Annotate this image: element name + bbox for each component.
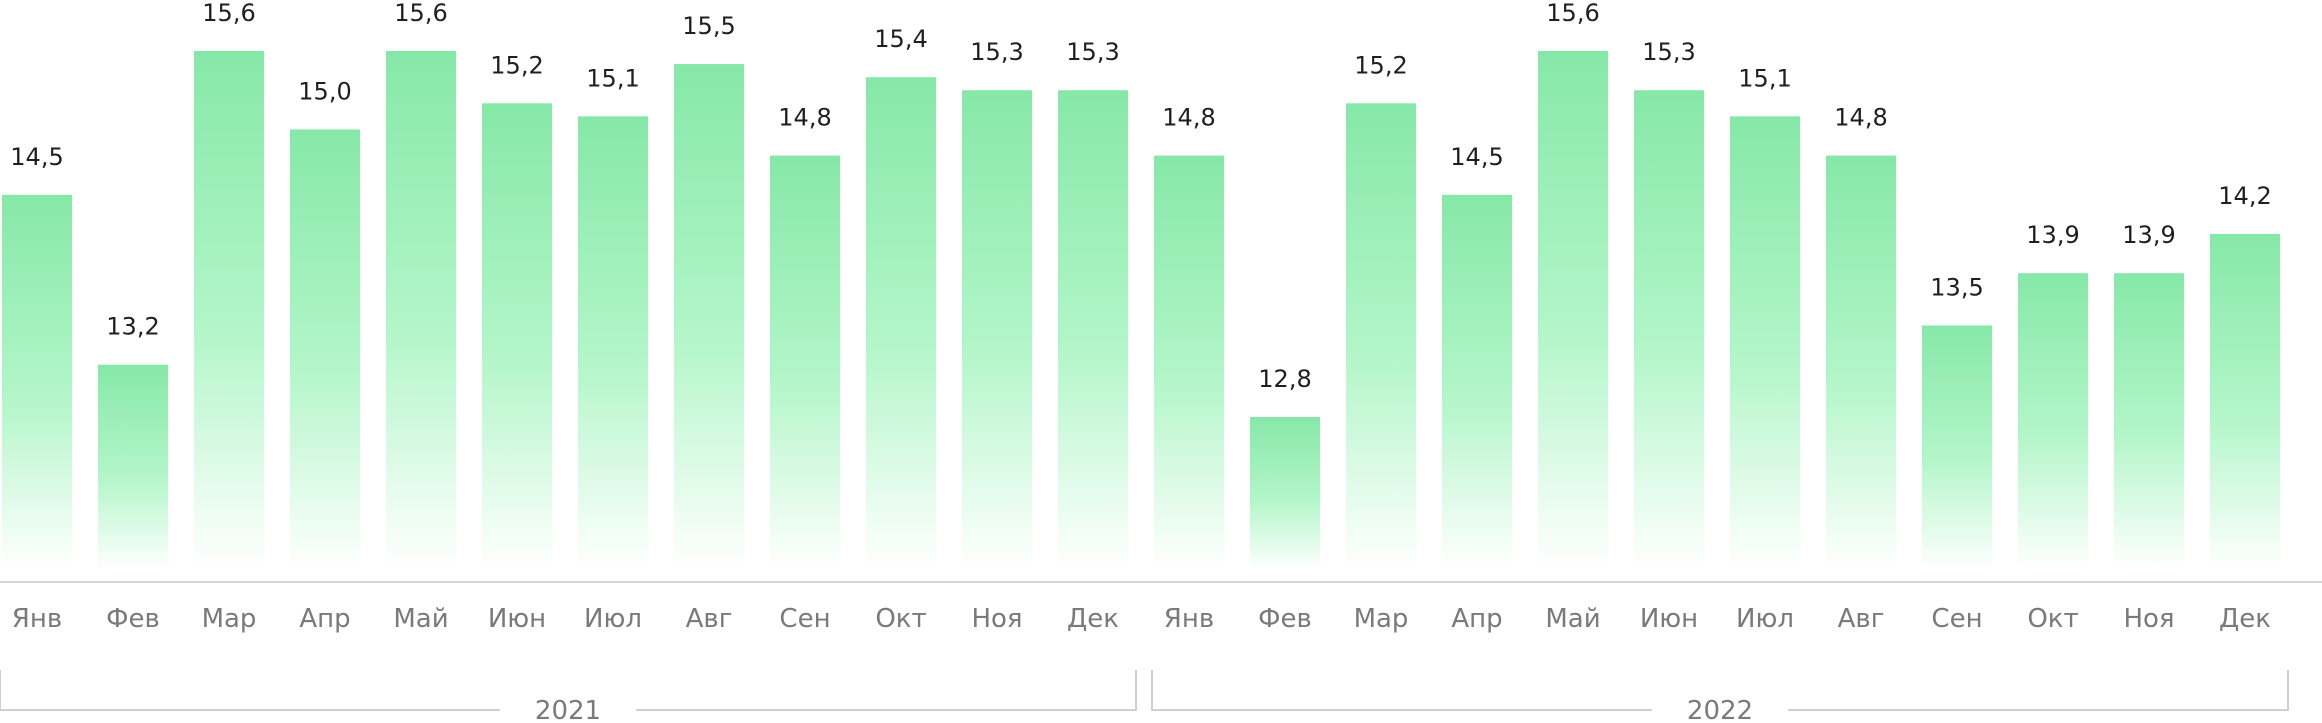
x-tick-label: Май [393,604,448,634]
data-label: 15,6 [202,0,255,27]
bar [1058,90,1128,570]
data-label: 13,2 [106,313,159,341]
x-tick-label: Окт [875,604,926,634]
bar [482,103,552,571]
data-label: 15,3 [1066,38,1119,66]
data-label: 15,6 [1546,0,1599,27]
x-tick-label: Сен [1931,604,1982,634]
bar [98,364,168,570]
x-tick-label: Фев [1258,604,1312,634]
x-tick-label: Дек [1067,604,1119,634]
x-tick-label: Апр [299,604,350,634]
data-label: 14,8 [778,104,831,132]
bar [866,77,936,571]
bar [962,90,1032,570]
x-tick-label: Апр [1451,604,1502,634]
bar [194,51,264,570]
x-tick-label: Июн [488,604,546,634]
x-tick-label: Июл [584,604,642,634]
data-label: 14,5 [10,143,63,171]
data-label: 14,8 [1834,104,1887,132]
year-group-label: 2021 [535,696,601,723]
data-label: 15,1 [586,64,639,92]
x-tick-label: Окт [2027,604,2078,634]
data-label: 14,2 [2218,182,2271,210]
x-tick-label: Янв [1164,604,1214,634]
data-label: 15,4 [874,25,927,53]
bars-layer [2,51,2280,571]
data-label: 15,1 [1738,64,1791,92]
data-label: 14,8 [1162,104,1215,132]
year-groups-layer: 2021 2022 [0,670,2289,723]
x-tick-label: Июл [1736,604,1794,634]
bar [770,155,840,571]
bar [674,64,744,571]
bar [1538,51,1608,570]
x-tick-label: Дек [2219,604,2271,634]
data-label: 13,9 [2122,221,2175,249]
data-label: 12,8 [1258,365,1311,393]
data-label: 14,5 [1450,143,1503,171]
data-label: 15,6 [394,0,447,27]
x-tick-label: Ноя [971,604,1022,634]
data-label: 15,2 [1354,51,1407,79]
data-label: 15,5 [682,12,735,40]
x-tick-label: Янв [12,604,62,634]
year-bracket [0,670,1137,711]
bar [1826,155,1896,571]
value-labels-layer: 14,5 13,2 15,6 15,0 15,6 15,2 15,1 15,5 14,8 15,4… [10,0,2271,393]
bar [386,51,456,570]
x-tick-label: Авг [1838,604,1885,634]
bar [1442,194,1512,571]
data-label: 13,5 [1930,274,1983,302]
x-tick-label: Июн [1640,604,1698,634]
data-label: 15,3 [970,38,1023,66]
x-tick-label: Мар [1354,604,1409,634]
bar [1634,90,1704,570]
year-group-label: 2022 [1687,696,1753,723]
bar [1346,103,1416,571]
data-label: 13,9 [2026,221,2079,249]
x-tick-label: Мар [202,604,257,634]
x-tick-label: Авг [686,604,733,634]
bar [2018,273,2088,570]
bar [578,116,648,570]
data-label: 15,3 [1642,38,1695,66]
x-tick-label: Ноя [2123,604,2174,634]
bar [1730,116,1800,570]
bar [1154,155,1224,571]
data-label: 15,0 [298,77,351,105]
bar [1250,417,1320,570]
bar [2,194,72,571]
x-tick-label: Фев [106,604,160,634]
bar [1922,325,1992,570]
category-labels-layer: Янв Фев Мар Апр Май Июн Июл Авг Сен Окт Ноя Дек Янв Ф… [12,604,2271,634]
bar [2210,234,2280,570]
year-bracket [1151,670,2289,711]
data-label: 15,2 [490,51,543,79]
bar [2114,273,2184,570]
bar [290,129,360,570]
x-tick-label: Май [1545,604,1600,634]
x-tick-label: Сен [779,604,830,634]
